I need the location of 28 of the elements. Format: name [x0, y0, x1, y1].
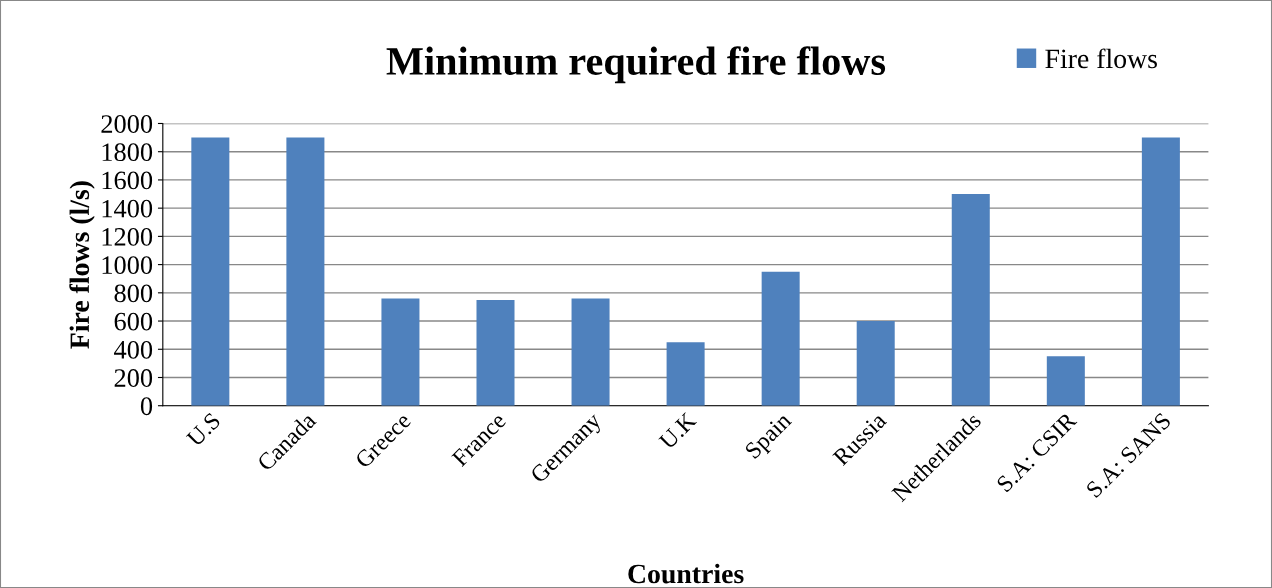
y-axis-title: Fire flows (l/s) [69, 181, 95, 349]
bar [286, 137, 325, 406]
bar [856, 321, 895, 406]
x-tick-label: U.K [658, 411, 698, 451]
y-tick-label: 1000 [102, 256, 153, 275]
bar [381, 298, 420, 406]
y-tick-label: 1600 [102, 171, 153, 190]
chart-title: Minimum required fire flows [386, 46, 886, 84]
bar [666, 342, 705, 406]
y-tick-label: 0 [140, 397, 153, 416]
bar [761, 271, 800, 406]
y-tick-label: 400 [114, 340, 153, 359]
bar [951, 194, 990, 406]
y-tick-label: 800 [114, 284, 153, 303]
legend-label: Fire flows [1045, 48, 1157, 69]
y-tick-label: 1800 [102, 143, 153, 162]
y-tick-label: 1400 [102, 199, 153, 218]
x-tick-label: U.S [185, 412, 222, 448]
y-tick-label: 200 [114, 369, 153, 387]
bar [191, 137, 230, 406]
bar [476, 299, 515, 406]
x-axis-title: Countries [628, 563, 744, 584]
y-tick-label: 600 [114, 312, 153, 331]
bar [1141, 137, 1180, 406]
bar [571, 298, 610, 406]
y-tick-label: 1200 [102, 227, 153, 246]
y-tick-label: 2000 [101, 115, 153, 133]
bar [1046, 356, 1085, 406]
